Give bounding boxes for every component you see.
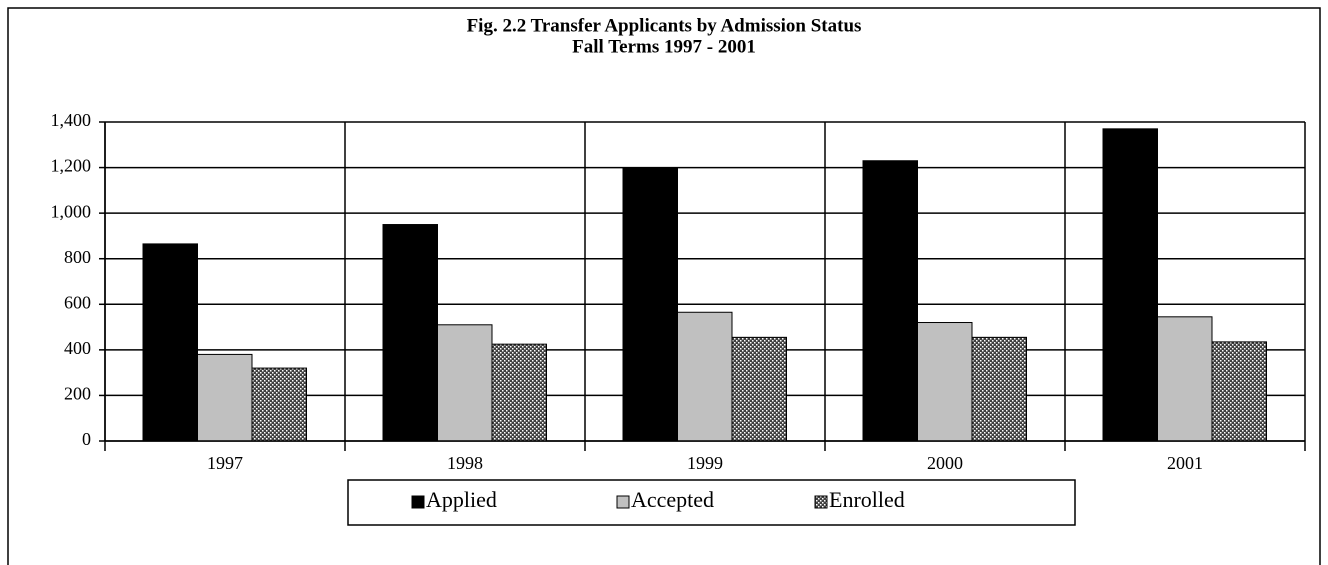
bar xyxy=(491,343,547,442)
y-tick-label: 1,000 xyxy=(51,201,92,221)
bar xyxy=(862,160,918,442)
legend-label: Applied xyxy=(426,487,497,512)
chart-subtitle: Fall Terms 1997 - 2001 xyxy=(572,36,756,57)
y-tick-label: 1,400 xyxy=(51,110,92,130)
legend-swatch xyxy=(814,495,828,509)
legend-box xyxy=(347,479,1076,526)
x-tick-label: 1998 xyxy=(447,453,483,473)
x-tick-label: 1999 xyxy=(687,453,723,473)
x-tick-label: 2000 xyxy=(927,453,963,473)
bar xyxy=(1102,128,1158,442)
chart-title: Fig. 2.2 Transfer Applicants by Admissio… xyxy=(467,15,862,36)
legend-swatch xyxy=(411,495,425,509)
y-tick-label: 600 xyxy=(64,292,91,312)
bar xyxy=(622,167,678,442)
y-tick-label: 800 xyxy=(64,247,91,267)
bar xyxy=(1211,341,1267,442)
bar xyxy=(197,353,253,442)
x-tick-label: 2001 xyxy=(1167,453,1203,473)
bar xyxy=(142,243,198,442)
legend-swatch xyxy=(616,495,630,509)
y-tick-label: 400 xyxy=(64,338,91,358)
bar xyxy=(1157,316,1213,442)
legend-label: Accepted xyxy=(631,487,714,512)
bar xyxy=(917,322,973,442)
bar xyxy=(437,324,493,442)
y-tick-label: 1,200 xyxy=(51,156,92,176)
bar xyxy=(382,224,438,442)
bar xyxy=(251,367,307,442)
bar xyxy=(677,311,733,442)
bar xyxy=(971,336,1027,442)
x-tick-label: 1997 xyxy=(207,453,243,473)
bar xyxy=(731,336,787,442)
y-tick-label: 0 xyxy=(82,429,91,449)
legend-label: Enrolled xyxy=(829,487,905,512)
y-tick-label: 200 xyxy=(64,384,91,404)
